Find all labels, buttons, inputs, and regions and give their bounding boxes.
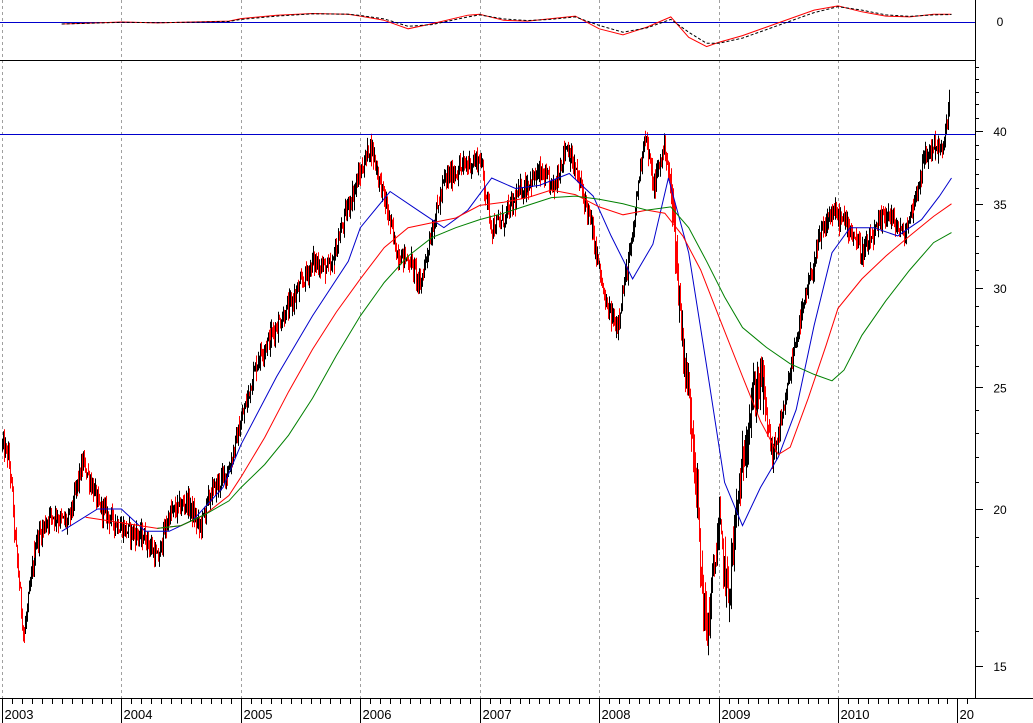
price-tick-label: 20 [993, 503, 1007, 517]
year-label: 2009 [722, 707, 751, 722]
price-tick-label: 15 [993, 660, 1007, 674]
price-tick-label: 30 [993, 282, 1007, 296]
plot-area [1, 1, 976, 699]
time-axis: 2003 2004 2005 2006 2007 2008 2009 2010 20 [2, 698, 974, 723]
price-tick-label: 35 [993, 198, 1007, 212]
price-tick-label: 40 [993, 125, 1007, 139]
oscillator-tick-label: 0 [997, 15, 1004, 29]
price-panel [2, 89, 952, 656]
moving-averages [61, 172, 952, 532]
oscillator-panel [0, 5, 975, 48]
oscillator-series-1 [61, 5, 952, 48]
moving-average-1 [61, 172, 952, 532]
year-label: 2007 [483, 707, 512, 722]
price-axis: 0 15 20 25 30 35 40 [975, 15, 1007, 674]
price-tick-label: 25 [993, 381, 1007, 395]
moving-average-2 [85, 189, 952, 529]
oscillator-series-2 [61, 6, 952, 44]
year-label: 2010 [841, 707, 870, 722]
price-bars [2, 89, 950, 656]
year-label: 2006 [363, 707, 392, 722]
vertical-gridlines [2, 0, 839, 698]
year-label: 2003 [5, 707, 34, 722]
moving-average-3 [157, 195, 952, 529]
year-label: 20 [960, 707, 974, 722]
year-label: 2008 [602, 707, 631, 722]
year-label: 2005 [244, 707, 273, 722]
year-label: 2004 [124, 707, 153, 722]
